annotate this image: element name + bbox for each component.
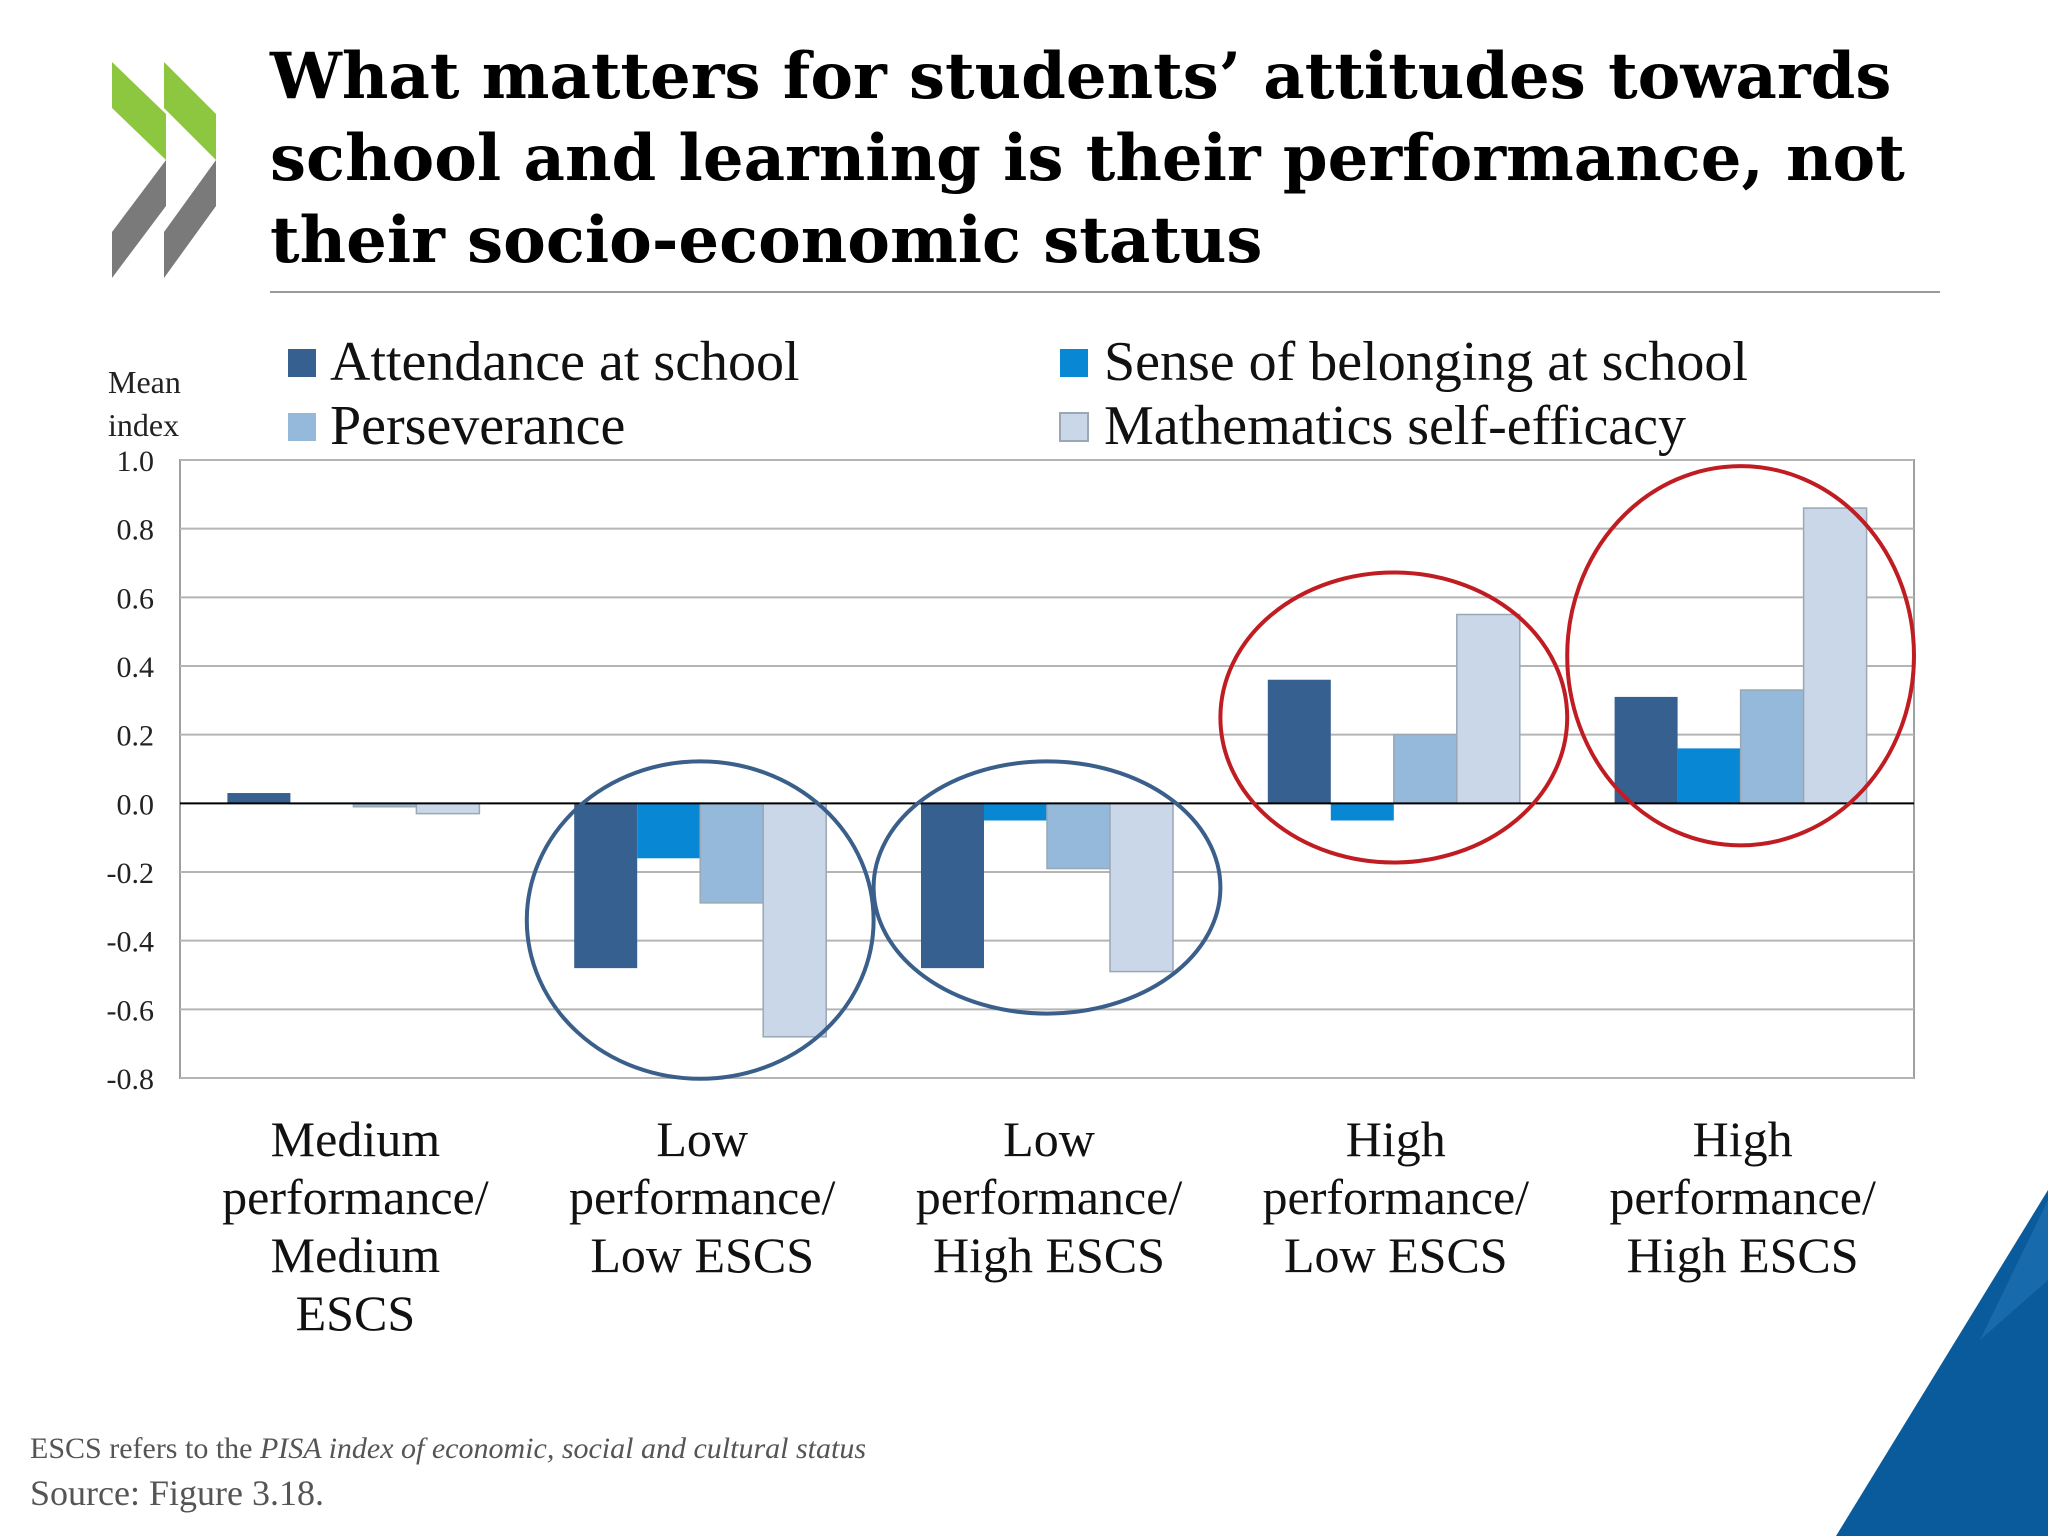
footnote-prefix: ESCS refers to the bbox=[30, 1432, 260, 1465]
y-tick-label: 0.2 bbox=[117, 720, 155, 753]
highlight-circle-red bbox=[1218, 570, 1570, 865]
logo-chevron-left-green bbox=[112, 62, 166, 160]
bar-series-2-cat-3 bbox=[984, 803, 1047, 821]
plot-area: 1.0 0.8 0.6 0.4 0.2 0.0 -0.2 -0.4 -0.6 -0.8 bbox=[107, 445, 1916, 1096]
corner-accent-shape bbox=[1836, 1190, 2048, 1536]
logo-chevron-right-gray bbox=[164, 160, 216, 278]
bar-series-1-cat-3 bbox=[921, 803, 984, 969]
legend-label-self-efficacy: Mathematics self-efficacy bbox=[1104, 395, 1686, 457]
category-label: performance/ bbox=[916, 1169, 1183, 1225]
title-line-2: school and learning is their performance… bbox=[270, 121, 1905, 196]
legend-swatch-self-efficacy bbox=[1059, 412, 1089, 442]
source-note: Source: Figure 3.18. bbox=[30, 1473, 324, 1513]
bar-series-4-cat-3 bbox=[1109, 802, 1174, 973]
bar-series-2-cat-4 bbox=[1330, 803, 1394, 821]
bars bbox=[227, 507, 1868, 1038]
bar-series-3-cat-2 bbox=[699, 802, 764, 904]
bar-series-4-cat-5 bbox=[1802, 507, 1868, 805]
category-label: performance/ bbox=[222, 1169, 489, 1225]
y-tick-label: 0.0 bbox=[117, 788, 155, 821]
y-tick-label: -0.2 bbox=[107, 857, 155, 890]
highlight-circle-blue bbox=[524, 759, 876, 1081]
bar-series-3-cat-3 bbox=[1046, 802, 1111, 870]
category-label: High ESCS bbox=[1627, 1227, 1859, 1283]
bar-series-2-cat-5 bbox=[1677, 748, 1741, 804]
bar-series-1-cat-5 bbox=[1614, 696, 1678, 804]
bar-series-3-cat-4 bbox=[1393, 733, 1458, 805]
category-label: Low bbox=[656, 1111, 748, 1167]
category-labels: Mediumperformance/MediumESCSLowperforman… bbox=[222, 1111, 1876, 1341]
y-axis-label-line-2: index bbox=[108, 407, 179, 443]
bar-series-4-cat-2 bbox=[762, 802, 827, 1038]
legend-label-perseverance: Perseverance bbox=[330, 395, 625, 457]
logo-chevron-right-green bbox=[164, 62, 216, 160]
legend-swatch-attendance bbox=[288, 349, 316, 377]
title-line-3: their socio-economic status bbox=[270, 203, 1262, 278]
gridlines bbox=[180, 459, 1914, 1079]
bar-series-4-cat-4 bbox=[1456, 613, 1521, 805]
bar-series-1-cat-1 bbox=[227, 793, 291, 804]
y-axis-label-line-1: Mean bbox=[108, 364, 181, 400]
y-axis-ticks: 1.0 0.8 0.6 0.4 0.2 0.0 -0.2 -0.4 -0.6 -0.8 bbox=[107, 445, 155, 1096]
bar-series-2-cat-2 bbox=[637, 803, 701, 859]
footnote-italic: PISA index of economic, social and cultu… bbox=[259, 1432, 866, 1465]
bar-series-1-cat-2 bbox=[574, 803, 638, 969]
highlight-circles bbox=[524, 464, 1916, 1081]
corner-accent-highlight bbox=[1980, 1200, 2048, 1340]
legend-swatch-perseverance bbox=[288, 413, 316, 441]
y-tick-label: 0.8 bbox=[117, 514, 155, 547]
category-label: performance/ bbox=[1263, 1169, 1530, 1225]
category-label: ESCS bbox=[296, 1285, 416, 1341]
category-label: High bbox=[1346, 1111, 1446, 1167]
category-label: Low bbox=[1003, 1111, 1095, 1167]
y-tick-label: 1.0 bbox=[117, 445, 155, 478]
category-label: Low ESCS bbox=[1284, 1227, 1508, 1283]
y-tick-label: -0.4 bbox=[107, 926, 155, 959]
footnote: ESCS refers to the PISA index of economi… bbox=[30, 1432, 866, 1465]
legend-label-belonging: Sense of belonging at school bbox=[1104, 331, 1748, 393]
chart-legend: Attendance at school Sense of belonging … bbox=[288, 331, 1748, 457]
highlight-circle-red bbox=[1565, 464, 1916, 848]
y-tick-label: -0.6 bbox=[107, 994, 155, 1027]
y-tick-label: -0.8 bbox=[107, 1063, 155, 1096]
category-label: Low ESCS bbox=[590, 1227, 814, 1283]
logo-chevron-left-gray bbox=[112, 160, 166, 278]
title-line-1: What matters for students’ attitudes tow… bbox=[269, 39, 1891, 114]
category-label: Medium bbox=[271, 1227, 441, 1283]
chevron-logo-icon bbox=[112, 62, 216, 278]
highlight-circle-blue bbox=[871, 759, 1223, 1016]
y-tick-label: 0.6 bbox=[117, 582, 155, 615]
legend-swatch-belonging bbox=[1060, 349, 1088, 377]
category-label: Medium bbox=[271, 1111, 441, 1167]
bar-series-3-cat-5 bbox=[1739, 689, 1805, 805]
bar-series-4-cat-1 bbox=[415, 802, 481, 815]
legend-label-attendance: Attendance at school bbox=[330, 331, 800, 393]
category-label: performance/ bbox=[569, 1169, 836, 1225]
y-tick-label: 0.4 bbox=[117, 651, 155, 684]
bar-series-1-cat-4 bbox=[1267, 679, 1331, 804]
category-label: performance/ bbox=[1609, 1169, 1876, 1225]
category-label: High ESCS bbox=[933, 1227, 1165, 1283]
category-label: High bbox=[1693, 1111, 1793, 1167]
